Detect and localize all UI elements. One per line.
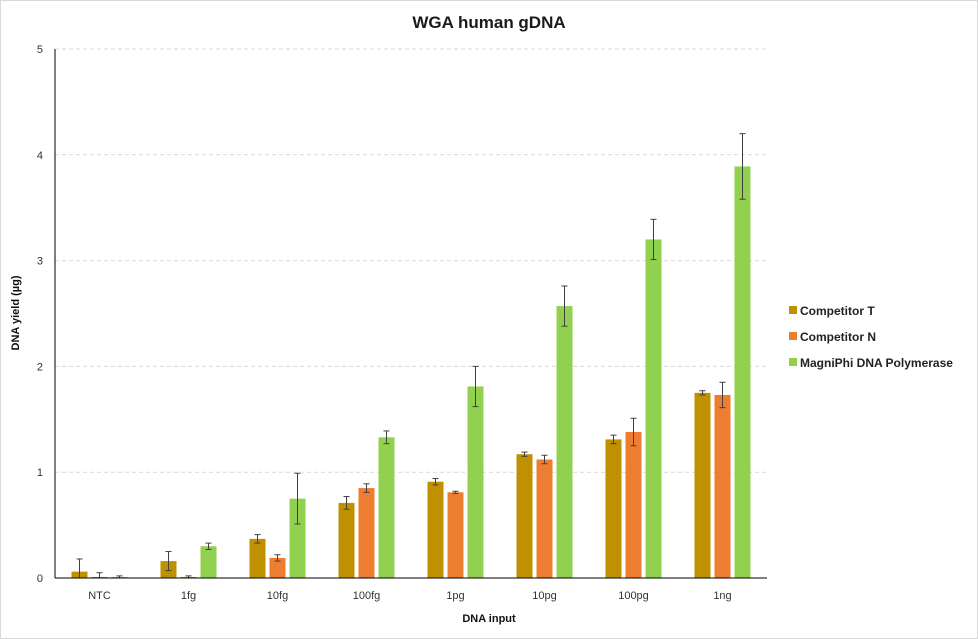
bar-0-4 bbox=[427, 481, 444, 578]
y-tick-label-0: 0 bbox=[37, 573, 43, 585]
legend-swatch-2 bbox=[789, 358, 797, 366]
x-tick-label-0: NTC bbox=[88, 590, 111, 602]
axes: 0 1 2 3 4 5 NTC 1fg 10fg 100fg 1pg 10pg 100pg 1ng bbox=[37, 44, 767, 602]
legend-swatch-1 bbox=[789, 332, 797, 340]
chart-title: WGA human gDNA bbox=[412, 13, 565, 32]
bar-1-5 bbox=[536, 459, 553, 578]
y-axis-title: DNA yield (µg) bbox=[10, 275, 22, 350]
bar-1-6 bbox=[625, 431, 642, 578]
bar-1-4 bbox=[447, 492, 464, 578]
bar-1-7 bbox=[714, 394, 731, 578]
y-tick-label-2: 2 bbox=[37, 361, 43, 373]
y-tick-label-5: 5 bbox=[37, 44, 43, 56]
y-tick-label-4: 4 bbox=[37, 150, 43, 162]
bar-1-2 bbox=[269, 557, 286, 578]
legend-label-2: MagniPhi DNA Polymerase bbox=[800, 356, 953, 370]
bar-0-7 bbox=[694, 392, 711, 578]
bar-2-4 bbox=[467, 386, 484, 578]
bar-2-1 bbox=[200, 546, 217, 578]
x-tick-label-2: 10fg bbox=[267, 590, 288, 602]
y-tick-label-3: 3 bbox=[37, 256, 43, 268]
legend-label-1: Competitor N bbox=[800, 330, 876, 344]
bar-2-2 bbox=[289, 498, 306, 578]
x-axis-title: DNA input bbox=[462, 613, 516, 625]
legend: Competitor T Competitor N MagniPhi DNA Pol… bbox=[789, 304, 953, 370]
x-tick-label-6: 100pg bbox=[618, 590, 649, 602]
x-tick-label-1: 1fg bbox=[181, 590, 196, 602]
legend-swatch-0 bbox=[789, 306, 797, 314]
x-tick-label-4: 1pg bbox=[446, 590, 464, 602]
bar-0-3 bbox=[338, 502, 355, 578]
y-tick-label-1: 1 bbox=[37, 467, 43, 479]
bar-2-7 bbox=[734, 166, 751, 579]
legend-label-0: Competitor T bbox=[800, 304, 875, 318]
bar-2-6 bbox=[645, 239, 662, 578]
bar-2-5 bbox=[556, 306, 573, 578]
bar-0-2 bbox=[249, 538, 266, 578]
bar-1-3 bbox=[358, 488, 375, 578]
bar-0-6 bbox=[605, 439, 622, 578]
x-tick-label-3: 100fg bbox=[353, 590, 381, 602]
x-tick-label-5: 10pg bbox=[532, 590, 556, 602]
x-tick-label-7: 1ng bbox=[713, 590, 731, 602]
bar-0-5 bbox=[516, 454, 533, 578]
bar-2-3 bbox=[378, 437, 395, 578]
bars bbox=[71, 133, 751, 579]
